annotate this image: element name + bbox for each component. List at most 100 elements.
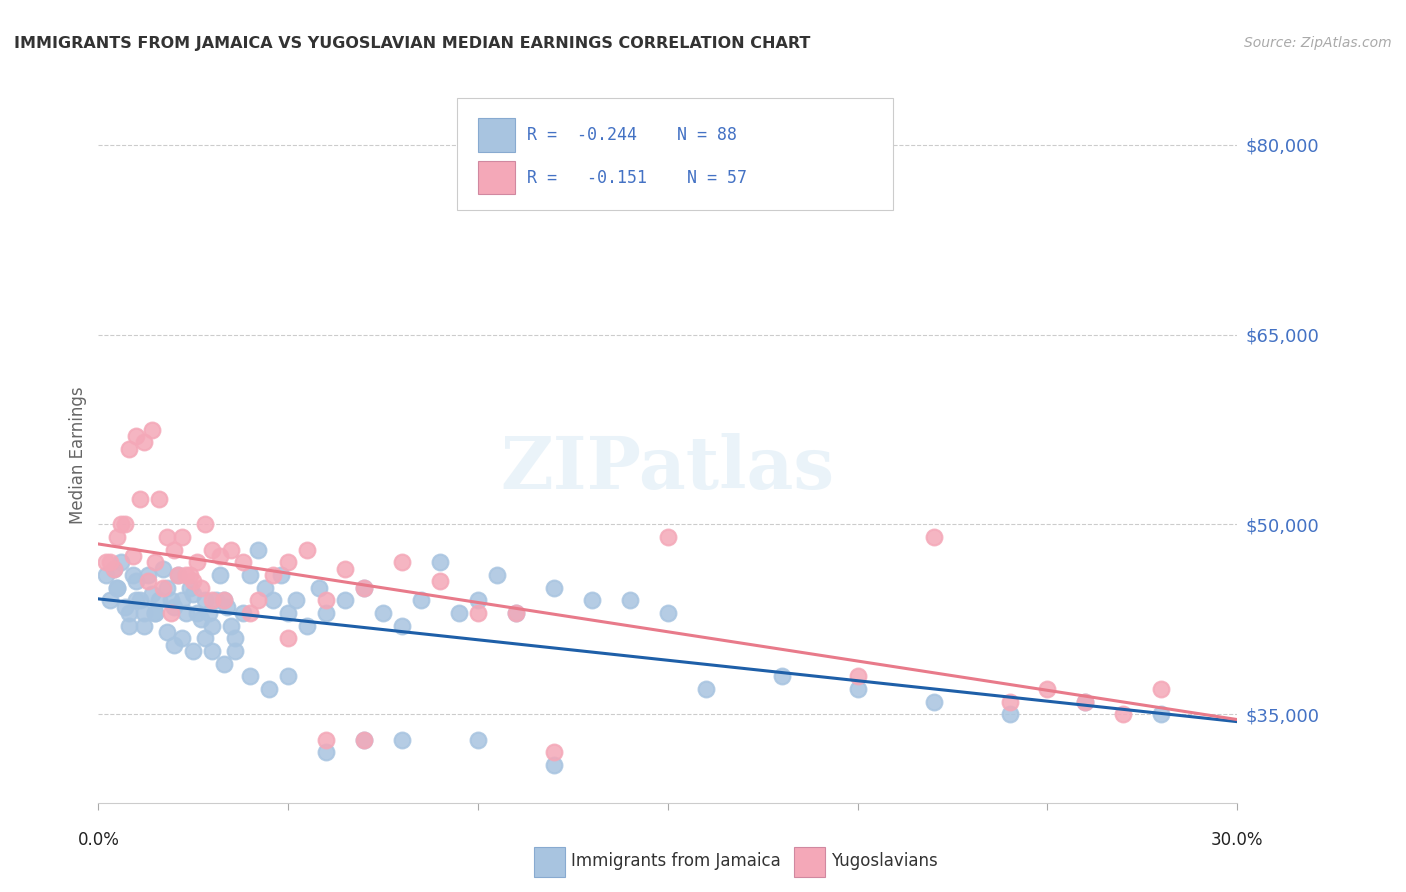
Text: R =  -0.244    N = 88: R = -0.244 N = 88 [527,126,737,144]
Point [246,593,269,607]
Point [208,568,231,582]
Point [132,435,155,450]
Point [145,606,167,620]
Point [94,556,117,570]
Point [194,517,217,532]
Point [136,574,159,589]
Point [353,732,375,747]
Point [353,581,375,595]
Point [486,568,509,582]
Point [239,669,262,683]
Point [391,732,413,747]
Point [152,562,174,576]
Point [132,606,155,620]
Point [239,568,262,582]
Text: IMMIGRANTS FROM JAMAICA VS YUGOSLAVIAN MEDIAN EARNINGS CORRELATION CHART: IMMIGRANTS FROM JAMAICA VS YUGOSLAVIAN M… [14,36,810,51]
Point [118,606,141,620]
Point [103,562,125,576]
Point [145,606,167,620]
Point [170,530,193,544]
Point [217,599,239,614]
Point [429,574,451,589]
Point [148,492,170,507]
Point [543,757,565,772]
Point [1112,707,1135,722]
Point [1036,681,1059,696]
Point [1150,707,1173,722]
Point [411,593,433,607]
Point [190,581,212,595]
Point [1150,681,1173,696]
Point [657,606,679,620]
Point [110,556,132,570]
Point [156,530,179,544]
Point [125,593,148,607]
Point [156,581,179,595]
Point [353,581,375,595]
Point [543,745,565,759]
Point [297,542,319,557]
Point [179,568,201,582]
Point [141,587,163,601]
Point [657,530,679,544]
Point [998,707,1021,722]
Point [239,606,262,620]
Point [922,695,945,709]
Point [467,593,489,607]
Point [232,556,254,570]
Point [922,530,945,544]
Point [505,606,527,620]
Point [98,593,121,607]
Point [132,618,155,632]
Point [201,593,224,607]
Point [221,542,243,557]
Point [1074,695,1097,709]
Point [159,606,181,620]
Point [467,606,489,620]
Point [998,695,1021,709]
Point [277,606,299,620]
Point [194,593,217,607]
Point [846,669,869,683]
Point [167,568,190,582]
Text: ZIPatlas: ZIPatlas [501,434,835,504]
Point [619,593,641,607]
Point [118,442,141,456]
Text: 30.0%: 30.0% [1211,830,1264,848]
Point [163,599,186,614]
Point [114,599,136,614]
Point [467,732,489,747]
Point [335,562,357,576]
Point [259,681,281,696]
Point [277,632,299,646]
Point [315,593,337,607]
Point [262,568,284,582]
Point [212,593,235,607]
Point [212,657,235,671]
Point [148,593,170,607]
Point [224,632,246,646]
Point [449,606,471,620]
Point [186,606,208,620]
Point [125,429,148,443]
Point [170,632,193,646]
Point [163,542,186,557]
Point [262,593,284,607]
Text: R =   -0.151    N = 57: R = -0.151 N = 57 [527,169,747,186]
Point [846,681,869,696]
Point [129,492,152,507]
Point [391,618,413,632]
Point [141,423,163,437]
Point [107,530,129,544]
Point [284,593,307,607]
Point [98,556,121,570]
Point [136,568,159,582]
Point [371,606,394,620]
Text: 0.0%: 0.0% [77,830,120,848]
Point [103,562,125,576]
Point [391,556,413,570]
Point [194,632,217,646]
Point [505,606,527,620]
Point [297,618,319,632]
Point [125,574,148,589]
